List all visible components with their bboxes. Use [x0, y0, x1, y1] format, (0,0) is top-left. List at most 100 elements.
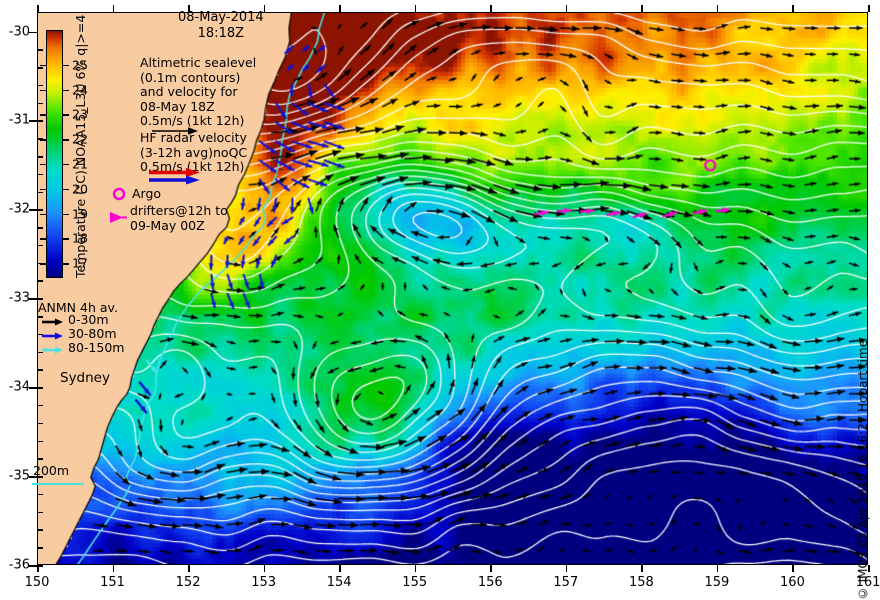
- colorbar-tick-label: 22: [72, 131, 88, 147]
- argo-marker-icon: [112, 187, 126, 201]
- figure-title: 08-May-2014 18:18Z: [178, 10, 264, 41]
- y-minor-tick: [38, 138, 43, 140]
- y-minor-tick: [38, 387, 43, 389]
- colorbar-tick: [40, 238, 46, 240]
- x-tick-mark-top: [263, 5, 266, 12]
- colorbar-tick-label: 24: [72, 82, 88, 98]
- y-minor-tick: [38, 422, 43, 425]
- x-tick-mark-top: [792, 5, 794, 12]
- y-minor-tick: [38, 369, 43, 371]
- x-tick-mark: [37, 565, 39, 572]
- y-tick-label: -36: [8, 557, 30, 573]
- colorbar-tick: [40, 213, 46, 216]
- x-tick-mark: [641, 565, 643, 572]
- y-minor-tick: [38, 173, 43, 176]
- colorbar-tick-inner: [63, 213, 69, 216]
- x-tick-mark-top: [37, 5, 39, 12]
- x-tick-label: 152: [175, 575, 201, 590]
- altimetric-velocity-arrow: [152, 127, 198, 135]
- y-minor-tick: [38, 209, 43, 211]
- hf-radar-velocity-arrow: [149, 168, 200, 185]
- colorbar-tick-label: 21: [72, 156, 88, 172]
- x-tick-mark: [868, 565, 870, 572]
- y-tick-label: -31: [8, 112, 30, 128]
- colorbar-tick-label: 19: [72, 206, 88, 222]
- x-tick-mark: [792, 565, 794, 572]
- x-tick-mark: [414, 565, 417, 572]
- altimetric-legend-text: Altimetric sealevel (0.1m contours) and …: [140, 55, 257, 128]
- colorbar-tick-inner: [63, 263, 69, 265]
- y-minor-tick: [38, 191, 43, 194]
- drifter-marker-icon: [110, 212, 127, 223]
- y-tick-mark: [29, 120, 37, 122]
- colorbar-tick: [40, 114, 46, 116]
- colorbar-tick: [40, 188, 46, 191]
- sst-heatmap-canvas: [38, 13, 867, 564]
- x-tick-label: 155: [402, 575, 428, 590]
- x-tick-label: 157: [553, 575, 579, 590]
- y-tick-mark: [29, 387, 37, 389]
- y-tick-mark: [29, 565, 37, 567]
- isobath-scale-label: 200m: [33, 463, 70, 478]
- x-tick-mark-top: [490, 5, 492, 12]
- y-tick-label: -33: [8, 290, 30, 306]
- x-tick-mark-top: [641, 5, 643, 12]
- colorbar-tick: [40, 163, 46, 166]
- y-tick-mark: [29, 476, 37, 478]
- y-minor-tick: [38, 458, 43, 460]
- x-tick-mark-top: [339, 5, 341, 12]
- y-tick-label: -34: [8, 379, 30, 395]
- y-minor-tick: [38, 565, 43, 567]
- anmn-0-30m-arrow-icon: [42, 318, 63, 326]
- colorbar-tick-inner: [63, 64, 69, 67]
- drifter-legend-label: drifters@12h to 09-May 00Z: [130, 203, 228, 233]
- colorbar-title: Temperature (°C) NOAA15_L3U 6% q|>=4: [73, 14, 88, 278]
- x-tick-label: 153: [251, 575, 277, 590]
- colorbar-tick: [40, 263, 46, 265]
- colorbar-tick-inner: [63, 114, 69, 116]
- x-tick-mark: [565, 565, 568, 572]
- colorbar-tick-label: 17: [72, 255, 88, 271]
- y-minor-tick: [38, 156, 43, 158]
- colorbar-tick-inner: [63, 188, 69, 191]
- y-minor-tick: [38, 120, 43, 122]
- y-minor-tick: [38, 227, 43, 229]
- y-minor-tick: [38, 298, 43, 300]
- y-minor-tick: [38, 351, 43, 354]
- y-minor-tick: [38, 440, 43, 443]
- y-minor-tick: [38, 316, 43, 318]
- y-minor-tick: [38, 102, 43, 105]
- x-tick-mark-top: [868, 5, 870, 12]
- x-tick-label: 159: [704, 575, 730, 590]
- y-minor-tick: [38, 84, 43, 87]
- y-minor-tick: [38, 49, 43, 51]
- x-tick-label: 150: [24, 575, 50, 590]
- x-tick-mark-top: [414, 5, 417, 12]
- y-minor-tick: [38, 280, 43, 282]
- y-minor-tick: [38, 511, 43, 514]
- y-tick-mark: [29, 31, 37, 34]
- y-minor-tick: [38, 404, 43, 407]
- isobath-scale-line: [32, 483, 84, 485]
- x-tick-mark: [188, 565, 190, 572]
- x-tick-mark-top: [112, 5, 115, 12]
- colorbar-tick-inner: [63, 89, 69, 92]
- x-tick-label: 156: [477, 575, 503, 590]
- anmn-legend-title: ANMN 4h av.: [38, 300, 118, 315]
- colorbar-tick-label: 23: [72, 106, 88, 122]
- anmn-30-80m-arrow-icon: [42, 332, 63, 340]
- x-tick-label: 161: [855, 575, 880, 590]
- anmn-legend-item-0: 0-30m: [68, 312, 109, 327]
- y-minor-tick: [38, 493, 43, 496]
- colorbar-tick-label: 25: [72, 57, 88, 73]
- x-tick-mark: [716, 565, 719, 572]
- x-tick-label: 154: [326, 575, 352, 590]
- y-minor-tick: [38, 529, 43, 531]
- x-tick-mark: [339, 565, 341, 572]
- hf-radar-legend-text: HF radar velocity (3-12h avg)noQC 0.5m/s…: [140, 130, 248, 174]
- x-tick-mark-top: [188, 5, 190, 12]
- x-tick-mark: [112, 565, 115, 572]
- colorbar-tick-label: 20: [72, 181, 88, 197]
- colorbar-tick: [40, 89, 46, 92]
